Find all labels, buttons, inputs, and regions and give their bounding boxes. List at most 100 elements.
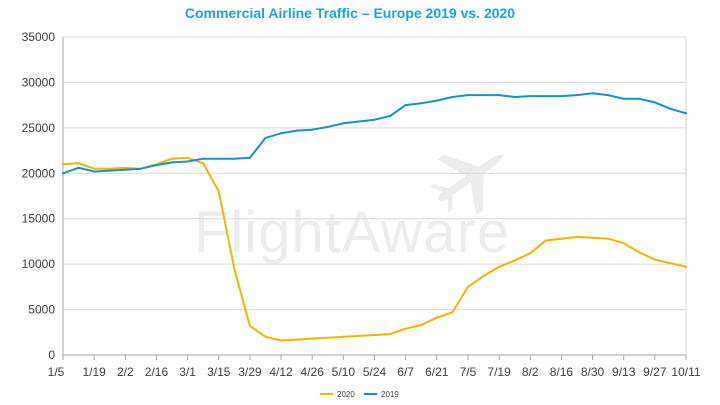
data-point-2019 [389, 115, 392, 117]
legend: 2020 2019 [320, 390, 399, 399]
data-point-2020 [171, 157, 173, 160]
y-tick-label: 35000 [22, 30, 56, 44]
data-point-2020 [529, 252, 532, 255]
series-2020 [62, 156, 687, 342]
data-point-2019 [544, 95, 547, 98]
x-tick-label: 3/15 [207, 365, 231, 379]
x-tick-label: 4/12 [269, 365, 293, 379]
x-tick-label: 5/24 [363, 365, 387, 379]
data-point-2019 [404, 104, 407, 107]
data-point-2020 [248, 324, 251, 327]
data-point-2019 [233, 157, 236, 160]
data-point-2020 [124, 166, 127, 169]
data-point-2019 [420, 102, 423, 105]
watermark-text: FlightAware [194, 200, 510, 265]
watermark-logo: FlightAware [194, 153, 510, 265]
data-point-2020 [451, 311, 454, 314]
data-point-2019 [264, 136, 267, 139]
data-point-2019 [342, 122, 345, 125]
data-point-2020 [435, 316, 438, 319]
grid-layer [63, 36, 686, 311]
x-tick-label: 3/1 [179, 365, 196, 379]
data-point-2019 [622, 97, 625, 100]
series-line-2019 [62, 92, 687, 175]
series-2019 [62, 92, 687, 175]
data-point-2020 [544, 239, 547, 242]
y-tick-label: 30000 [22, 75, 56, 89]
data-point-2020 [311, 337, 314, 340]
data-point-2020 [420, 324, 423, 326]
data-point-2020 [62, 163, 64, 166]
x-tick-label: 2/16 [145, 365, 169, 379]
data-point-2019 [685, 112, 687, 115]
data-point-2020 [326, 336, 329, 339]
x-tick-label: 8/16 [550, 365, 574, 379]
data-point-2019 [311, 128, 314, 131]
data-point-2019 [93, 170, 96, 173]
data-point-2019 [669, 107, 672, 110]
data-point-2019 [62, 172, 64, 175]
data-point-2020 [513, 259, 516, 262]
x-axis-ticks: 1/5 1/19 2/2 2/16 3/1 3/15 3/29 4/12 4/26 5/10 5/2… [48, 355, 701, 379]
legend-label-2019: 2019 [381, 390, 399, 399]
x-tick-label: 9/13 [612, 365, 636, 379]
y-tick-label: 5000 [28, 303, 55, 317]
data-point-2020 [357, 334, 360, 337]
data-point-2019 [295, 129, 298, 132]
airplane-icon [429, 153, 505, 216]
y-tick-label: 15000 [22, 212, 56, 226]
data-point-2020 [404, 327, 407, 330]
data-point-2019 [373, 118, 376, 121]
data-point-2019 [326, 125, 329, 128]
data-point-2019 [560, 95, 563, 98]
data-point-2020 [77, 162, 80, 165]
x-tick-label: 3/29 [238, 365, 262, 379]
data-point-2020 [669, 262, 672, 265]
data-point-2020 [202, 162, 205, 165]
data-point-2020 [295, 338, 298, 341]
data-point-2020 [591, 236, 594, 239]
data-point-2019 [529, 95, 532, 98]
data-point-2020 [576, 235, 578, 238]
data-point-2019 [217, 157, 220, 160]
data-point-2019 [248, 156, 251, 159]
y-tick-label: 10000 [22, 257, 56, 271]
y-axis-ticks: 0 5000 10000 15000 20000 25000 30000 35000 [22, 30, 56, 362]
series-layer [62, 92, 687, 342]
x-tick-label: 1/19 [82, 365, 106, 379]
data-point-2019 [653, 101, 656, 104]
data-point-2019 [482, 94, 485, 97]
x-tick-label: 5/10 [332, 365, 356, 379]
data-point-2020 [93, 167, 96, 170]
data-point-2020 [638, 251, 641, 254]
data-point-2019 [280, 132, 283, 135]
x-tick-label: 6/21 [425, 365, 449, 379]
data-point-2020 [108, 167, 111, 170]
x-tick-label: 7/5 [460, 365, 477, 379]
data-point-2020 [622, 242, 625, 245]
data-point-2019 [77, 166, 80, 169]
data-point-2020 [560, 237, 563, 240]
data-point-2019 [124, 168, 127, 171]
y-tick-label: 20000 [22, 166, 56, 180]
y-tick-label: 0 [48, 348, 55, 362]
data-point-2020 [498, 265, 501, 268]
data-point-2019 [607, 94, 610, 97]
data-point-2019 [591, 92, 594, 95]
data-point-2020 [482, 275, 485, 277]
data-point-2020 [217, 190, 220, 193]
data-point-2020 [280, 339, 283, 342]
data-point-2019 [498, 94, 501, 97]
x-tick-label: 1/5 [48, 365, 65, 379]
x-tick-label: 8/2 [522, 365, 539, 379]
data-point-2020 [233, 267, 236, 270]
y-tick-label: 25000 [22, 121, 56, 135]
data-point-2019 [513, 96, 516, 98]
plot-frame [62, 36, 687, 356]
x-tick-label: 2/2 [117, 365, 134, 379]
data-point-2020 [607, 237, 610, 240]
data-point-2019 [139, 167, 142, 170]
x-tick-label: 9/27 [643, 365, 667, 379]
